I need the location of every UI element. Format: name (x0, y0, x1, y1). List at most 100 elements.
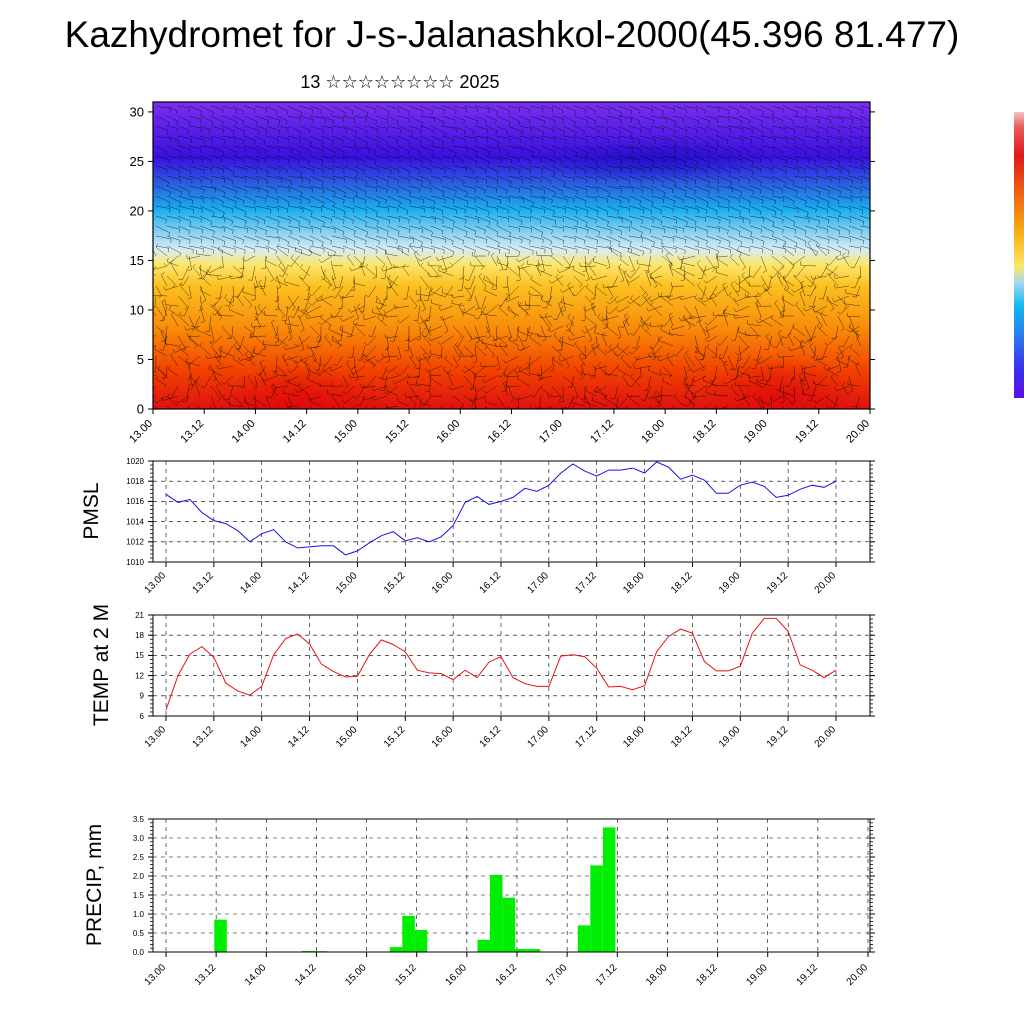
wind-barb-feather (471, 402, 474, 407)
wind-barb (430, 185, 445, 193)
wind-barb-feather (470, 354, 474, 359)
wind-barb (309, 245, 325, 249)
wind-barb (760, 175, 774, 180)
wind-barb (361, 385, 377, 389)
wind-barb (232, 358, 245, 367)
wind-barb-feather (487, 335, 491, 339)
wind-barb-feather (388, 219, 390, 224)
wind-barb (309, 175, 324, 182)
wind-barb-feather (804, 241, 807, 246)
wind-barb (518, 185, 532, 191)
wind-barb (606, 225, 622, 232)
wind-barb (738, 125, 754, 131)
wind-barb-feather (163, 286, 166, 291)
wind-barb (782, 305, 784, 318)
wind-barb-feather (817, 275, 822, 278)
wind-barb-feather (172, 284, 176, 288)
wind-barb-feather (282, 356, 286, 361)
wind-barb (309, 345, 317, 360)
wind-barb-feather (209, 130, 211, 135)
wind-barb (506, 365, 520, 376)
wind-barb (529, 155, 542, 159)
wind-barb (463, 235, 475, 240)
wind-barb (760, 235, 777, 241)
wind-barb (304, 295, 311, 311)
wind-barb-feather (259, 371, 263, 374)
wind-barb (716, 175, 732, 183)
wind-barb-feather (492, 336, 495, 341)
wind-barb-feather (728, 291, 732, 296)
wind-barb-feather (194, 345, 198, 350)
wind-barb (782, 145, 796, 151)
wind-barb (387, 385, 399, 395)
wind-barb (474, 245, 490, 252)
pmsl-series-line (165, 461, 837, 556)
wind-barb (594, 285, 597, 299)
wind-barb-feather (778, 330, 783, 333)
wind-barb-feather (782, 243, 785, 248)
wind-barb (496, 215, 509, 219)
wind-barb-feather (484, 286, 486, 291)
wind-barb-feather (231, 180, 234, 185)
wind-barb (485, 175, 499, 181)
wind-barb (257, 345, 267, 356)
wind-barb-feather (463, 130, 466, 135)
wind-barb-feather (784, 285, 787, 290)
wind-barb (815, 205, 828, 211)
wind-barb-feather (594, 150, 596, 155)
wind-barb (463, 345, 474, 356)
wind-barb (584, 165, 597, 170)
wind-barb (364, 245, 378, 250)
wind-barb (320, 245, 336, 252)
wind-barb (681, 315, 696, 322)
wind-barb (485, 135, 499, 143)
wind-barb (628, 205, 645, 211)
wind-barb (485, 401, 498, 407)
wind-barb (848, 175, 863, 181)
wind-barb-feather (561, 310, 566, 312)
wind-barb-feather (686, 140, 688, 145)
wind-barb-feather (442, 191, 445, 196)
wind-barb-feather (772, 231, 774, 236)
wind-barb-feather (634, 356, 637, 360)
wind-barb-feather (703, 279, 707, 284)
wind-barb (518, 205, 532, 210)
wind-barb-feather (178, 170, 180, 175)
x-tick-label: 16.00 (430, 724, 456, 750)
wind-barb-feather (188, 191, 190, 196)
wind-barb (595, 175, 607, 181)
wind-barb (749, 325, 759, 336)
wind-barb (835, 285, 850, 289)
wind-barb-feather (429, 160, 431, 165)
wind-barb-feather (538, 374, 540, 379)
wind-barb-feather (684, 162, 687, 167)
wind-barb (705, 115, 719, 120)
x-tick-label: 19.00 (744, 962, 770, 988)
wind-barb (840, 305, 850, 315)
wind-barb-feather (364, 199, 366, 204)
wind-barb (716, 245, 731, 250)
wind-barb (202, 277, 212, 287)
wind-barb (221, 105, 237, 110)
wind-barb (485, 105, 498, 112)
wind-barb (839, 345, 850, 355)
wind-barb (166, 175, 181, 180)
wind-barb-feather (670, 282, 672, 287)
wind-barb-feather (484, 190, 486, 195)
wind-barb (584, 245, 598, 250)
wind-barb-feather (837, 371, 842, 373)
wind-barb-feather (748, 179, 750, 184)
wind-barb-feather (836, 356, 838, 360)
wind-barb (298, 125, 310, 130)
wind-barb (584, 135, 597, 139)
wind-barb-feather (300, 199, 302, 204)
wind-barb-feather (733, 314, 736, 319)
wind-barb (276, 215, 291, 221)
wind-barb-feather (817, 243, 821, 248)
wind-barb (672, 145, 689, 151)
y-tick-label: 3.0 (133, 834, 145, 843)
wind-barb-feather (417, 257, 421, 262)
wind-barb (807, 242, 817, 257)
wind-barb (793, 105, 807, 110)
wind-barb-feather (216, 275, 219, 280)
